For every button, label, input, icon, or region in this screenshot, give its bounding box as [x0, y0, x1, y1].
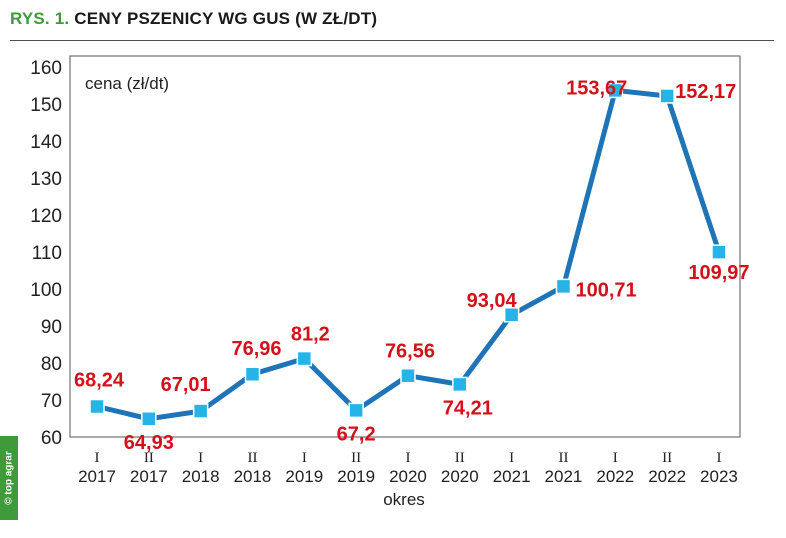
x-axis-ticks: I2017II2017I2018II2018I2019II2019I2020II… [78, 450, 738, 486]
title-divider [10, 40, 774, 41]
data-label: 152,17 [675, 81, 736, 103]
data-label: 100,71 [575, 279, 636, 301]
x-tick-half: I [198, 450, 203, 466]
data-label: 67,01 [161, 374, 211, 396]
y-tick-label: 130 [30, 169, 62, 190]
data-label: 74,21 [443, 397, 493, 419]
data-label: 64,93 [124, 432, 174, 454]
data-label: 68,24 [74, 370, 125, 392]
x-tick-year: 2017 [78, 467, 116, 486]
y-tick-label: 120 [30, 206, 62, 227]
data-point-marker [555, 278, 572, 295]
figure-title-text: CENY PSZENICY WG GUS (W ZŁ/DT) [74, 9, 378, 28]
x-tick-year: 2022 [596, 467, 634, 486]
y-tick-label: 70 [41, 391, 62, 412]
x-tick-year: 2022 [648, 467, 686, 486]
watermark-text: © top agrar [3, 451, 15, 505]
x-axis-label: okres [383, 490, 425, 509]
x-tick-year: 2023 [700, 467, 738, 486]
data-point-marker [711, 244, 727, 260]
x-tick-half: II [351, 450, 361, 466]
data-point-marker [296, 350, 313, 367]
data-labels: 68,24 64,93 67,01 76,96 81,2 67,2 76,56 74,21 93… [74, 77, 750, 453]
y-axis-ticks: 60 70 80 90 100 110 120 130 140 150 160 [30, 58, 62, 449]
figure-number: RYS. 1. [10, 9, 70, 28]
x-tick-year: 2019 [337, 467, 375, 486]
x-tick-half: I [405, 450, 410, 466]
x-tick-half: II [144, 450, 154, 466]
data-point-marker [503, 307, 520, 323]
data-label: 67,2 [337, 423, 376, 445]
x-tick-half: I [613, 450, 618, 466]
x-tick-year: 2018 [234, 467, 272, 486]
y-tick-label: 100 [30, 280, 62, 301]
data-point-marker [659, 88, 675, 104]
y-axis-label: cena (zł/dt) [85, 74, 169, 93]
brand-tab [0, 436, 18, 520]
data-label: 153,67 [566, 77, 627, 99]
figure-title: RYS. 1. CENY PSZENICY WG GUS (W ZŁ/DT) [10, 9, 377, 35]
x-tick-year: 2019 [285, 467, 323, 486]
x-tick-year: 2020 [441, 467, 479, 486]
data-point-marker [348, 402, 364, 419]
data-point-marker [452, 376, 468, 393]
y-tick-label: 90 [41, 317, 62, 338]
data-label: 76,96 [231, 338, 281, 360]
data-markers [89, 82, 727, 427]
x-tick-year: 2017 [130, 467, 168, 486]
y-tick-label: 80 [41, 354, 62, 375]
x-tick-year: 2020 [389, 467, 427, 486]
y-tick-label: 150 [30, 95, 62, 116]
x-tick-half: II [455, 450, 465, 466]
data-label: 93,04 [467, 290, 518, 312]
plot-frame [69, 55, 741, 438]
data-point-marker [192, 403, 209, 419]
x-tick-half: II [662, 450, 672, 466]
x-tick-half: I [509, 450, 514, 466]
data-label: 81,2 [291, 324, 330, 346]
data-point-marker [89, 398, 105, 415]
y-tick-label: 160 [30, 58, 62, 79]
x-tick-year: 2021 [493, 467, 531, 486]
data-point-marker [244, 366, 261, 382]
data-point-marker [400, 367, 416, 384]
y-tick-label: 110 [32, 243, 62, 264]
y-tick-label: 60 [41, 428, 62, 449]
data-label: 76,56 [385, 341, 435, 363]
x-tick-half: I [302, 450, 307, 466]
x-tick-half: I [716, 450, 721, 466]
x-tick-half: I [95, 450, 100, 466]
x-tick-half: II [558, 450, 568, 466]
data-point-marker [141, 411, 157, 427]
data-label: 109,97 [688, 262, 749, 284]
data-point-marker [607, 82, 624, 99]
y-tick-label: 140 [30, 132, 62, 153]
x-tick-year: 2021 [545, 467, 583, 486]
x-tick-half: II [247, 450, 257, 466]
x-tick-year: 2018 [182, 467, 220, 486]
